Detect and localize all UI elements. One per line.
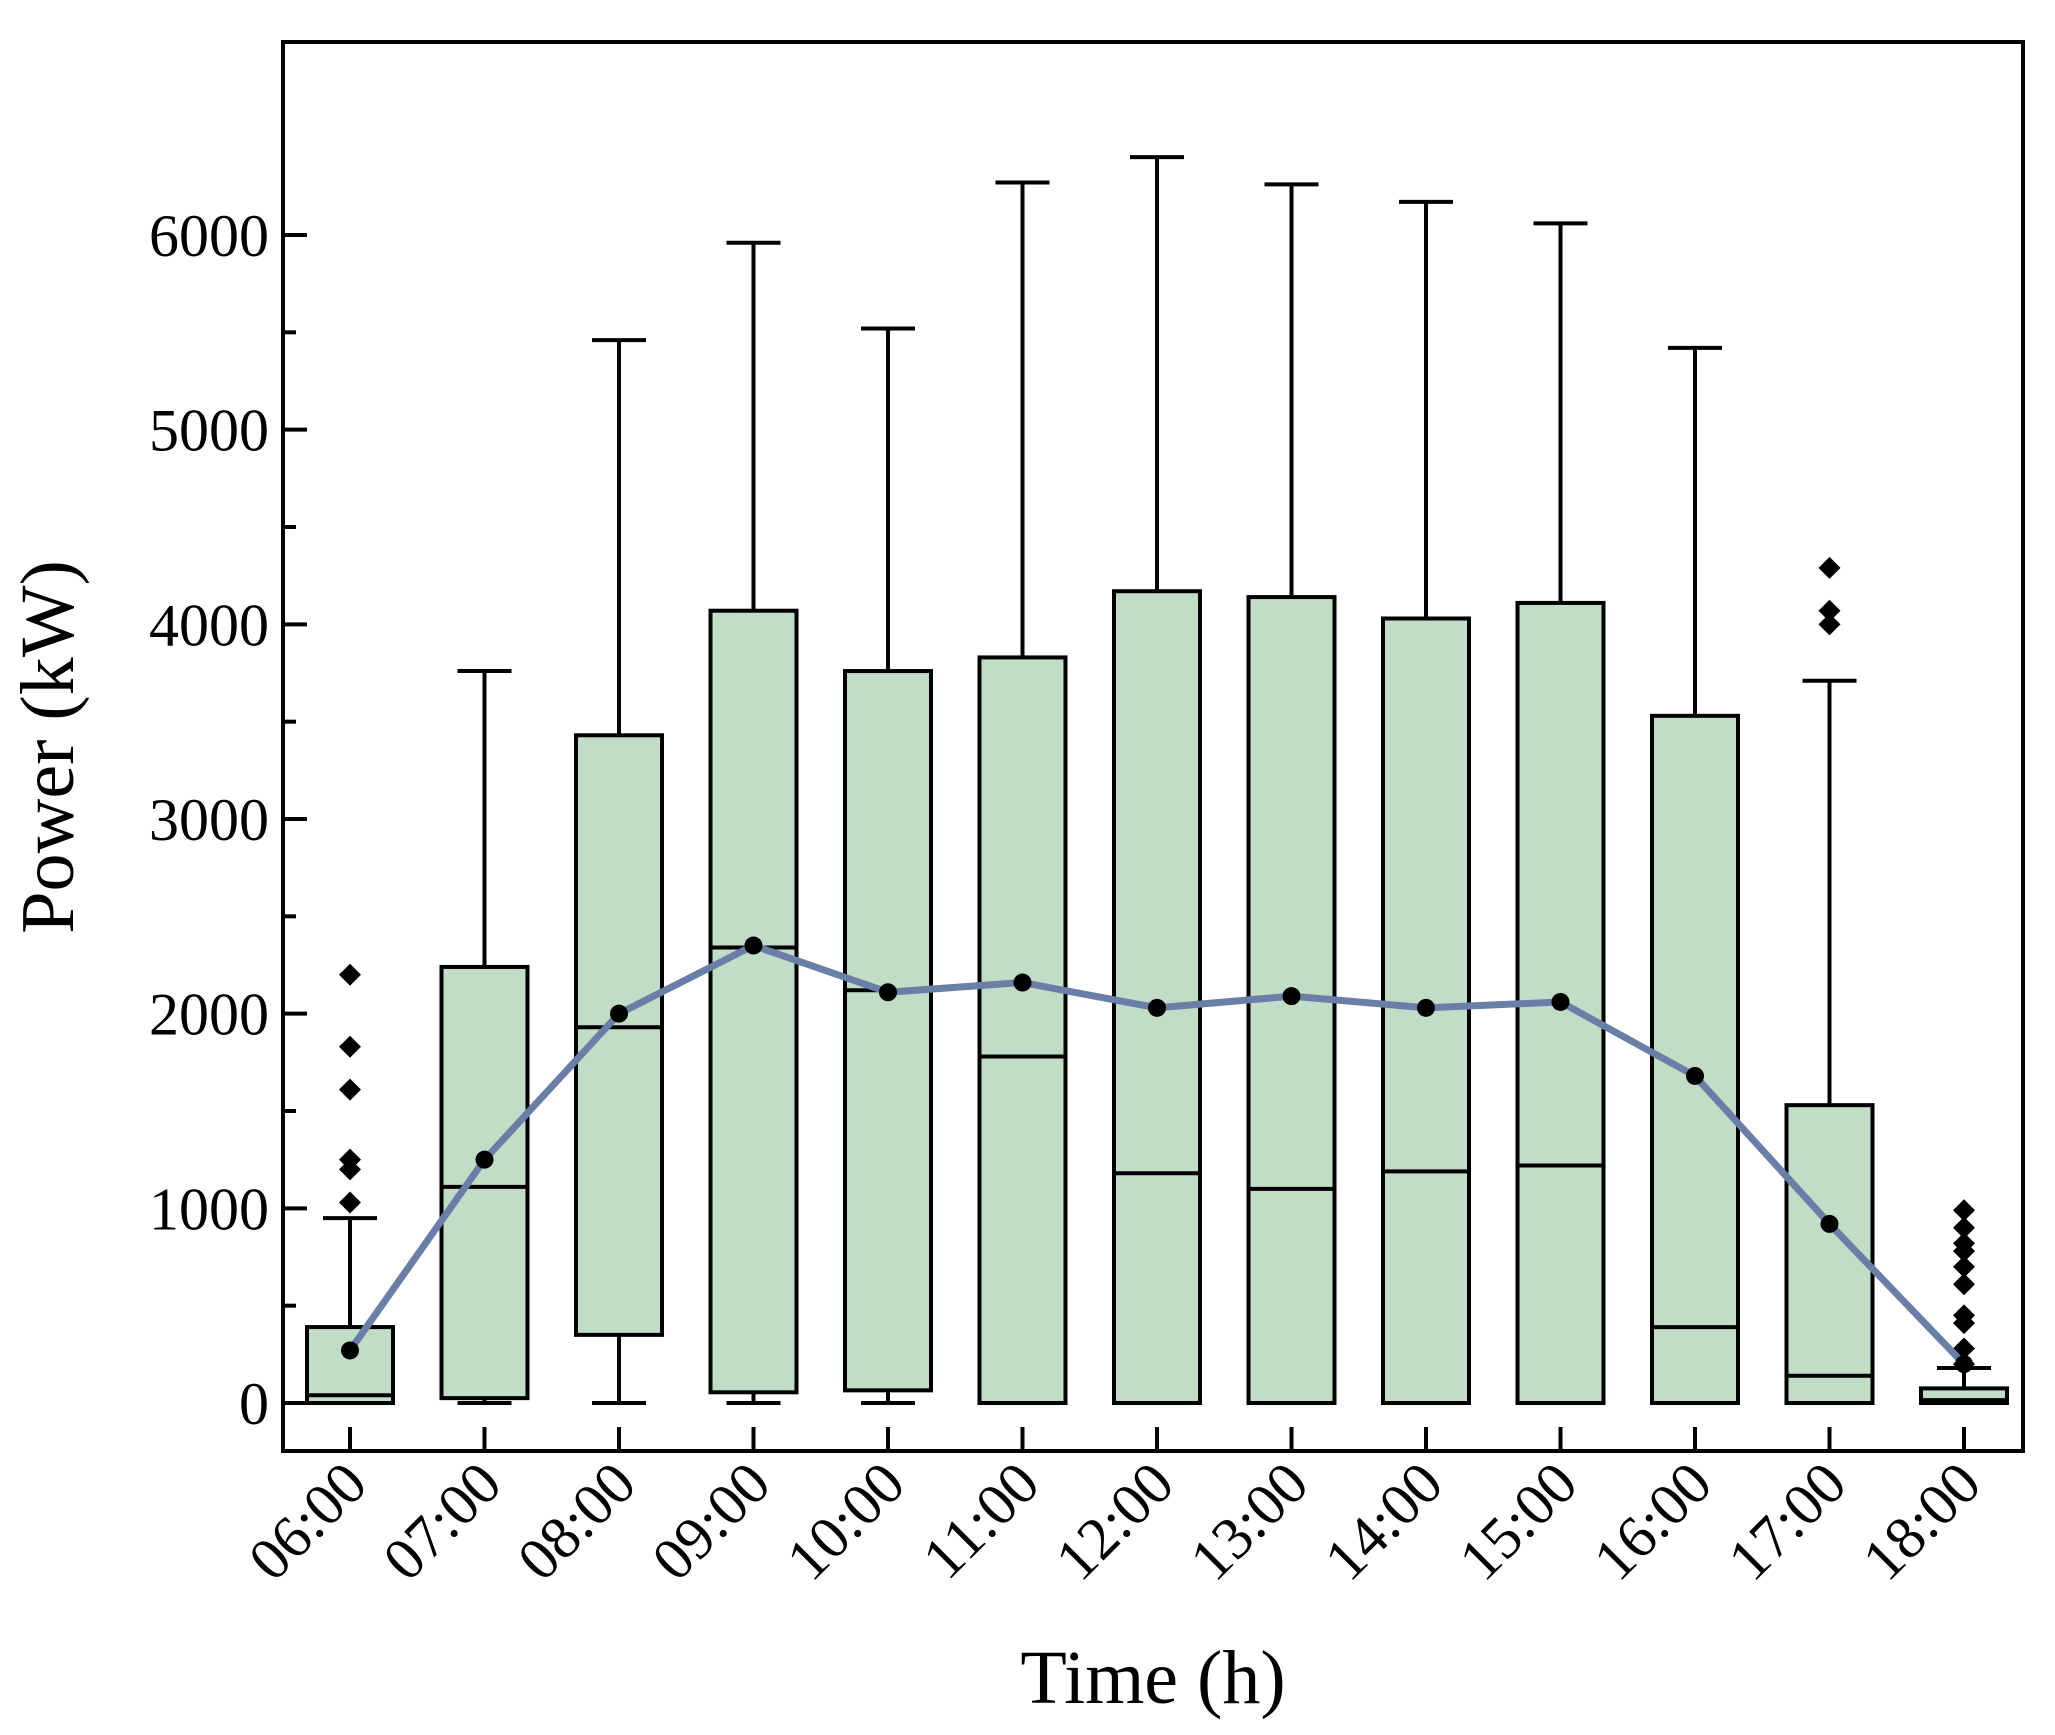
outlier-point xyxy=(1818,556,1841,579)
y-axis: 0 1000 2000 3000 4000 5000 6000 xyxy=(149,203,307,1437)
y-tick-label: 2000 xyxy=(149,982,269,1048)
x-tick-label: 16:00 xyxy=(1581,1450,1724,1593)
mean-point xyxy=(1955,1355,1973,1374)
y-tick-label: 1000 xyxy=(149,1176,269,1242)
outlier-point xyxy=(1818,613,1841,636)
mean-point xyxy=(1417,998,1435,1017)
mean-point xyxy=(1686,1066,1704,1085)
mean-point xyxy=(1282,987,1301,1006)
iqr-box xyxy=(1112,589,1202,1405)
mean-point xyxy=(879,983,897,1002)
outlier-point xyxy=(1953,1273,1975,1296)
iqr-box xyxy=(305,1325,395,1405)
outlier-point xyxy=(1953,1304,1975,1327)
box-13:00 xyxy=(1246,182,1337,1405)
x-tick-label: 07:00 xyxy=(370,1450,513,1593)
outlier-point xyxy=(339,1078,361,1101)
box-09:00 xyxy=(708,240,799,1405)
box-15:00 xyxy=(1515,221,1606,1405)
box-12:00 xyxy=(1112,155,1202,1405)
box-08:00 xyxy=(574,338,664,1405)
outlier-point xyxy=(339,1035,361,1058)
box-06:00 xyxy=(305,963,395,1405)
x-tick-label: 14:00 xyxy=(1312,1450,1455,1593)
iqr-box xyxy=(708,608,799,1395)
y-tick-label: 4000 xyxy=(149,592,269,658)
mean-line-series xyxy=(341,936,1973,1374)
box-14:00 xyxy=(1381,199,1471,1405)
box-07:00 xyxy=(439,669,530,1405)
box-17:00 xyxy=(1784,556,1875,1406)
outlier-point xyxy=(339,1191,361,1214)
outlier-point xyxy=(1953,1199,1975,1222)
mean-point xyxy=(1820,1214,1839,1233)
y-tick-label: 5000 xyxy=(149,398,269,464)
y-axis-title: Power (kW) xyxy=(6,560,90,934)
iqr-box xyxy=(574,733,664,1337)
outlier-point xyxy=(1953,1216,1975,1239)
box-series xyxy=(305,155,2009,1406)
mean-point xyxy=(341,1341,359,1360)
mean-point xyxy=(610,1004,628,1023)
outlier-point xyxy=(339,1148,361,1171)
box-10:00 xyxy=(843,326,933,1405)
outlier-point xyxy=(1818,599,1841,622)
x-axis-title: Time (h) xyxy=(1020,1636,1285,1720)
x-tick-label: 10:00 xyxy=(774,1450,917,1593)
x-tick-label: 11:00 xyxy=(910,1450,1052,1592)
x-tick-label: 15:00 xyxy=(1446,1450,1589,1593)
plot-area-frame xyxy=(281,40,2025,1453)
x-tick-label: 13:00 xyxy=(1177,1450,1320,1593)
x-tick-label: 12:00 xyxy=(1043,1450,1186,1593)
x-tick-label: 06:00 xyxy=(236,1450,379,1593)
outlier-point xyxy=(339,963,361,986)
iqr-box xyxy=(977,655,1068,1405)
mean-point xyxy=(1551,992,1570,1011)
mean-point xyxy=(744,936,763,955)
y-tick-label: 0 xyxy=(239,1371,269,1437)
iqr-box xyxy=(843,669,933,1393)
box-11:00 xyxy=(977,180,1068,1405)
iqr-box xyxy=(439,964,530,1401)
mean-point xyxy=(1013,973,1032,992)
outlier-point xyxy=(1953,1255,1975,1278)
x-tick-label: 17:00 xyxy=(1715,1450,1858,1593)
mean-point xyxy=(475,1150,494,1169)
y-tick-label: 3000 xyxy=(149,787,269,853)
outlier-point xyxy=(1953,1232,1975,1255)
mean-point xyxy=(1148,998,1166,1017)
x-tick-label: 08:00 xyxy=(505,1450,648,1593)
y-tick-label: 6000 xyxy=(149,203,269,269)
x-tick-label: 09:00 xyxy=(639,1450,782,1593)
box-16:00 xyxy=(1650,345,1740,1405)
x-tick-label: 18:00 xyxy=(1850,1450,1993,1593)
